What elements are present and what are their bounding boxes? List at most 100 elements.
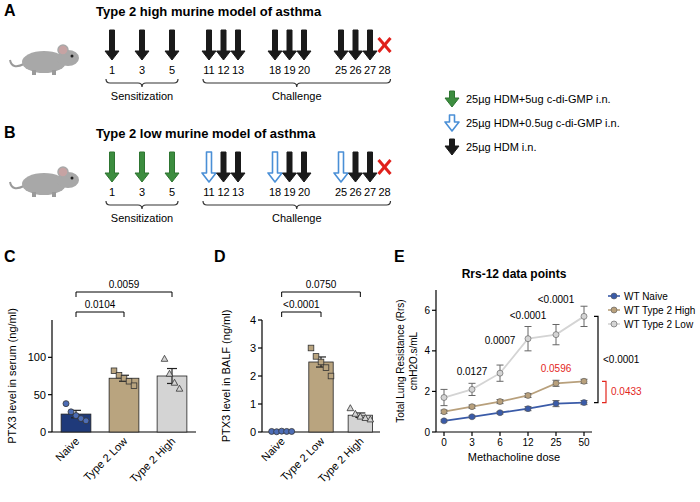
error-bar xyxy=(581,401,588,405)
error-cap xyxy=(469,395,476,396)
data-point xyxy=(525,392,531,398)
data-point xyxy=(553,380,559,386)
day-label: 13 xyxy=(232,186,244,198)
data-point xyxy=(581,378,587,384)
y-tick-label: 4 xyxy=(424,345,430,356)
x-tick-label: 12 xyxy=(522,437,534,448)
error-bar xyxy=(441,389,448,405)
y-tick xyxy=(432,350,436,351)
error-cap xyxy=(581,306,588,307)
y-tick xyxy=(258,347,262,348)
x-tick-label: Type 2 High xyxy=(127,435,177,485)
x-tick xyxy=(499,432,500,436)
x-tick-label: 6 xyxy=(497,437,503,448)
day-label: 13 xyxy=(232,64,244,76)
y-tick xyxy=(258,319,262,320)
data-point xyxy=(469,414,475,420)
plot-area xyxy=(61,355,187,432)
dose-arrow xyxy=(202,30,216,60)
x-tick xyxy=(583,432,584,436)
panel-letter: C xyxy=(4,248,16,265)
y-tick-label: 3 xyxy=(250,342,256,354)
mouse-icon xyxy=(10,167,79,197)
legend-label: 25µg HDM+0.5ug c-di-GMP i.n. xyxy=(466,117,620,129)
panel-letter: A xyxy=(4,2,16,19)
panel-letter: D xyxy=(214,248,226,265)
day-label: 19 xyxy=(283,64,295,76)
dose-arrow xyxy=(105,30,119,60)
error-cap xyxy=(497,365,504,366)
y-tick xyxy=(432,310,436,311)
x-tick-label: 3 xyxy=(469,437,475,448)
error-bar xyxy=(469,383,476,395)
end-cross xyxy=(379,160,391,174)
dose-arrow xyxy=(268,30,282,60)
y-tick-label: 50 xyxy=(34,389,46,401)
mouse-eye xyxy=(71,55,74,58)
series-line xyxy=(444,403,584,421)
data-point xyxy=(497,410,503,416)
legend-label: WT Type 2 High xyxy=(624,305,695,316)
data-point xyxy=(581,400,587,406)
error-bar xyxy=(497,400,504,404)
dose-arrow xyxy=(349,30,363,60)
y-tick-label: 100 xyxy=(28,351,46,363)
y-tick xyxy=(432,431,436,432)
panel-letter: B xyxy=(4,124,16,141)
dose-arrow xyxy=(297,152,311,182)
day-label: 5 xyxy=(169,64,175,76)
mouse-tail xyxy=(10,60,24,66)
error-bar xyxy=(553,401,560,407)
bar xyxy=(157,376,187,432)
y-tick-label: 1 xyxy=(250,398,256,410)
day-label: 25 xyxy=(335,186,347,198)
error-bar xyxy=(553,380,560,386)
day-label: 26 xyxy=(349,64,361,76)
y-axis-title: PTX3 level in BALF (ng/ml) xyxy=(220,310,232,443)
data-point xyxy=(469,386,475,392)
x-tick-label: 50 xyxy=(578,437,590,448)
chart-title: Rrs-12 data points xyxy=(462,267,567,281)
y-axis-title: Total Lung Resistance (Rrs) xyxy=(395,299,406,422)
mouse-tail xyxy=(10,182,24,188)
day-label: 18 xyxy=(269,64,281,76)
y-tick xyxy=(258,431,262,432)
y-tick-label: 2 xyxy=(250,370,256,382)
end-cross xyxy=(379,38,391,52)
dose-arrow xyxy=(231,152,245,182)
dose-arrow xyxy=(334,152,348,182)
legend-label: 25µg HDM i.n. xyxy=(466,141,537,153)
legend-marker xyxy=(611,321,617,327)
x-tick-label: Naive xyxy=(259,435,287,463)
dose-arrow xyxy=(135,30,149,60)
data-point xyxy=(161,355,168,361)
day-label: 27 xyxy=(364,186,376,198)
day-label: 11 xyxy=(203,64,214,76)
day-label: 18 xyxy=(269,186,281,198)
data-point xyxy=(497,370,503,376)
data-point xyxy=(581,313,587,319)
p-value: 0.0596 xyxy=(541,363,572,374)
legend-label: 25µg HDM+5ug c-di-GMP i.n. xyxy=(466,93,611,105)
phase-label: Challenge xyxy=(272,90,322,102)
error-cap xyxy=(581,326,588,327)
data-point xyxy=(308,345,314,351)
day-label: 27 xyxy=(364,64,376,76)
error-bar xyxy=(497,365,504,381)
p-value: <0.0001 xyxy=(603,354,640,365)
dose-arrow xyxy=(202,152,216,182)
p-value: 0.0750 xyxy=(306,279,337,290)
data-point xyxy=(525,406,531,412)
data-point xyxy=(357,413,364,419)
y-tick-label: 0 xyxy=(40,426,46,438)
x-tick-label: Type 2 High xyxy=(316,435,366,485)
dose-arrow xyxy=(268,152,282,182)
dose-arrow xyxy=(363,30,377,60)
day-label: 11 xyxy=(203,186,214,198)
comparison-bracket xyxy=(282,292,361,297)
dose-arrow xyxy=(349,152,363,182)
mouse-leg xyxy=(52,70,56,75)
legend-marker xyxy=(611,307,617,313)
y-tick-label: 2 xyxy=(424,386,430,397)
bar xyxy=(309,362,333,432)
